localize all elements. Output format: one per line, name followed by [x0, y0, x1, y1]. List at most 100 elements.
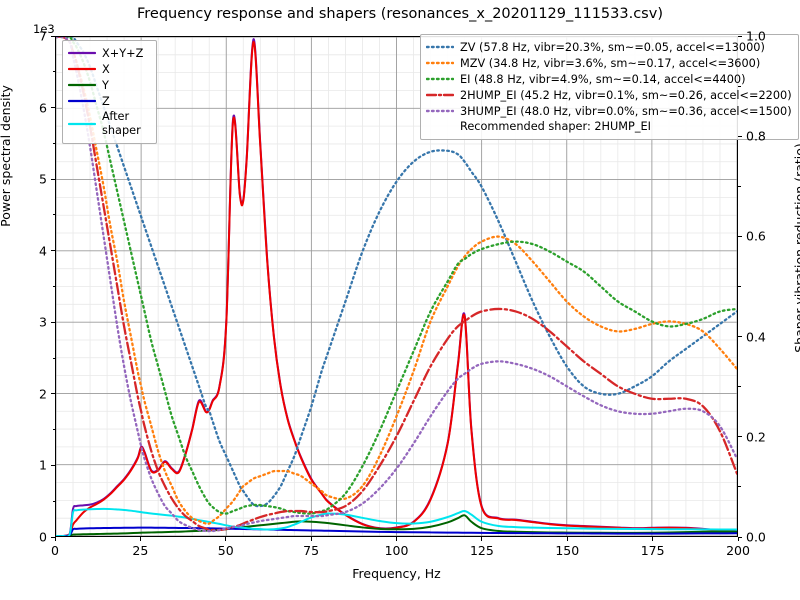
x-tick-label: 75 — [303, 543, 320, 558]
y-right-minor-tick — [738, 386, 741, 388]
legend-zv[interactable]: ZV (57.8 Hz, vibr=20.3%, sm~=0.05, accel… — [426, 39, 792, 55]
y-left-tick-label: 2 — [39, 386, 47, 402]
y-right-minor-tick — [738, 185, 741, 187]
x-tick-label: 25 — [132, 543, 149, 558]
legend-line-sample — [68, 122, 96, 126]
y-right-tick-label: 1.0 — [746, 28, 766, 44]
legend-mzv[interactable]: MZV (34.8 Hz, vibr=3.6%, sm~=0.17, accel… — [426, 55, 792, 71]
x-tick-mark — [310, 537, 312, 541]
x-tick-mark — [396, 537, 397, 541]
y-axis-left-label: Power spectral density — [0, 85, 13, 227]
y-right-tick-mark — [738, 235, 742, 237]
y-left-minor-tick — [52, 142, 55, 144]
y-right-tick-label: 0.8 — [746, 128, 766, 144]
x-tick-label: 0 — [51, 543, 59, 558]
legend-3hump-ei[interactable]: 3HUMP_EI (48.0 Hz, vibr=0.0%, sm~=0.36, … — [426, 103, 792, 119]
shaper-legend: ZV (57.8 Hz, vibr=20.3%, sm~=0.05, accel… — [420, 34, 799, 140]
data-series-layer — [56, 37, 737, 536]
series-line-x — [56, 40, 737, 536]
y-axis-offset-label: 1e3 — [33, 22, 55, 36]
y-left-tick-label: 6 — [39, 100, 47, 116]
x-tick-mark — [566, 537, 568, 541]
legend-label: Z — [102, 94, 110, 108]
grid-lines — [56, 37, 737, 536]
x-tick-mark — [652, 537, 654, 541]
legend-label: After shaper — [102, 110, 141, 137]
legend-line-sample — [68, 99, 96, 103]
y-left-tick-label: 4 — [39, 243, 47, 259]
x-tick-mark — [737, 537, 739, 541]
y-left-tick-mark — [51, 107, 55, 109]
legend-line-sample — [68, 51, 96, 55]
y-right-tick-mark — [738, 35, 742, 37]
legend-ei[interactable]: EI (48.8 Hz, vibr=4.9%, sm~=0.14, accel<… — [426, 71, 792, 87]
legend-label: MZV (34.8 Hz, vibr=3.6%, sm~=0.17, accel… — [460, 56, 761, 70]
y-left-minor-tick — [52, 286, 55, 287]
x-tick-label: 100 — [384, 543, 409, 558]
legend-2hump-ei[interactable]: 2HUMP_EI (45.2 Hz, vibr=0.1%, sm~=0.26, … — [426, 87, 792, 103]
legend-after-shaper[interactable]: After shaper — [68, 109, 150, 139]
recommended-shaper-note: Recommended shaper: 2HUMP_EI — [460, 120, 651, 133]
series-line-2hump-ei — [56, 37, 737, 532]
chart-title: Frequency response and shapers (resonanc… — [137, 6, 663, 22]
y-left-tick-mark — [51, 35, 55, 37]
legend-line-sample — [426, 61, 454, 65]
y-left-tick-label: 3 — [39, 314, 47, 330]
y-right-tick-mark — [738, 436, 742, 438]
y-left-tick-label: 7 — [39, 28, 47, 44]
y-left-tick-label: 1 — [39, 457, 47, 473]
x-tick-label: 175 — [640, 543, 665, 558]
y-right-tick-mark — [738, 336, 742, 338]
x-tick-mark — [139, 537, 141, 541]
y-right-tick-label: 0.6 — [746, 228, 766, 244]
y-left-tick-mark — [51, 464, 55, 466]
legend-xyz[interactable]: X+Y+Z — [68, 45, 150, 61]
legend-line-sample — [68, 67, 96, 71]
y-right-tick-label: 0.0 — [746, 529, 766, 545]
y-left-minor-tick — [52, 71, 55, 73]
y-right-minor-tick — [738, 286, 741, 287]
y-right-minor-tick — [738, 85, 741, 87]
legend-line-sample — [68, 83, 96, 87]
series-line-3hump-ei — [56, 37, 737, 533]
x-axis-label: Frequency, Hz — [352, 566, 441, 581]
y-left-tick-mark — [51, 393, 55, 395]
legend-x[interactable]: X — [68, 61, 150, 77]
y-left-tick-mark — [51, 536, 55, 538]
y-left-minor-tick — [52, 357, 55, 359]
x-tick-label: 125 — [469, 543, 494, 558]
legend-line-sample — [426, 77, 454, 81]
y-left-tick-label: 5 — [39, 171, 47, 187]
legend-label: EI (48.8 Hz, vibr=4.9%, sm~=0.14, accel<… — [460, 72, 746, 86]
legend-y[interactable]: Y — [68, 77, 150, 93]
x-tick-label: 150 — [555, 543, 580, 558]
series-legend: X+Y+Z X Y Z After shaper — [62, 40, 157, 144]
y-left-minor-tick — [52, 500, 55, 502]
legend-label: 2HUMP_EI (45.2 Hz, vibr=0.1%, sm~=0.26, … — [460, 88, 792, 102]
y-left-minor-tick — [52, 214, 55, 216]
legend-line-sample — [426, 45, 454, 49]
legend-label: X — [102, 62, 110, 76]
legend-label: 3HUMP_EI (48.0 Hz, vibr=0.0%, sm~=0.36, … — [460, 104, 792, 118]
legend-label: X+Y+Z — [102, 46, 144, 60]
x-tick-label: 50 — [217, 543, 234, 558]
x-tick-mark — [481, 537, 483, 541]
legend-line-sample — [426, 93, 454, 97]
y-left-tick-mark — [51, 250, 55, 252]
legend-label: ZV (57.8 Hz, vibr=20.3%, sm~=0.05, accel… — [460, 40, 765, 54]
legend-z[interactable]: Z — [68, 93, 150, 109]
series-line-after-shaper — [56, 507, 737, 536]
legend-label: Y — [102, 78, 109, 92]
y-right-tick-mark — [738, 536, 742, 538]
y-left-minor-tick — [52, 429, 55, 431]
y-left-tick-label: 0 — [39, 529, 47, 545]
x-tick-label: 200 — [726, 543, 750, 558]
y-right-minor-tick — [738, 486, 741, 488]
series-line-mzv — [56, 37, 737, 525]
series-line-ei — [56, 37, 737, 515]
legend-line-sample — [426, 109, 454, 113]
x-tick-mark — [54, 537, 56, 541]
y-right-tick-label: 0.2 — [746, 429, 766, 445]
y-right-tick-mark — [738, 135, 742, 137]
